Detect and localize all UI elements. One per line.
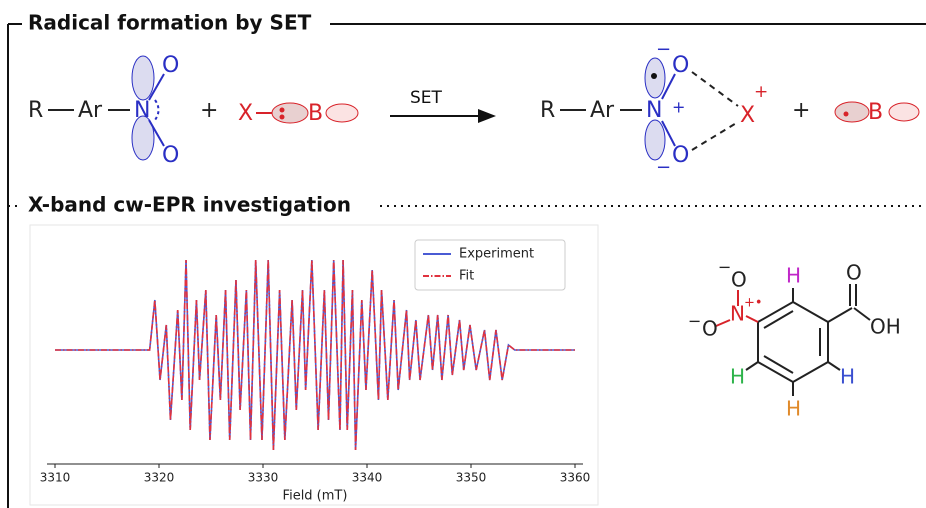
atom: H [730, 365, 745, 389]
x-tick-label: 3350 [456, 471, 487, 485]
molecule-labels: O − N +• O − H O OH H H H [688, 258, 901, 421]
byproduct: B [834, 100, 920, 125]
orbital [131, 115, 155, 161]
chart-frame [29, 224, 599, 506]
arrow-head [478, 109, 496, 123]
orbital [888, 102, 920, 122]
bond [148, 119, 165, 147]
arrow-label: SET [410, 88, 443, 108]
atom: B [868, 100, 883, 125]
atom: O [672, 143, 689, 168]
electron [651, 73, 657, 79]
x-axis-label: Field (mT) [283, 489, 348, 504]
bond [715, 319, 731, 327]
bond [853, 307, 871, 321]
x-tick-label: 3310 [40, 471, 71, 485]
section-heading: X-band cw-EPR investigation [28, 193, 351, 217]
bond [745, 361, 759, 371]
charge: − [656, 39, 671, 60]
legend-label: Experiment [459, 247, 534, 262]
legend-box [414, 239, 566, 291]
electron [843, 111, 849, 117]
charge: − [688, 312, 701, 331]
orbital [325, 103, 359, 123]
bond [148, 73, 165, 101]
atom: OH [870, 315, 901, 339]
product: R Ar N + O O − − X + [540, 39, 768, 178]
x-tick-label: 3320 [144, 471, 175, 485]
x-tick-label: 3360 [560, 471, 591, 485]
charge: + [672, 98, 685, 117]
bond [154, 99, 160, 121]
bond [691, 71, 739, 107]
atom: R [28, 98, 43, 123]
bond [827, 307, 853, 323]
reagent: X B [238, 101, 359, 126]
bond [763, 355, 794, 374]
charge: − [656, 157, 671, 178]
chart: 3310 3320 3330 3340 3350 3360 Field (mT) Experi… [40, 239, 591, 504]
bond [763, 310, 794, 329]
atom: O [672, 53, 689, 78]
atom: H [840, 365, 855, 389]
bond [827, 361, 841, 371]
atom: O [846, 261, 862, 285]
electron [279, 114, 285, 120]
orbital [644, 119, 666, 161]
bond [661, 73, 676, 100]
charge: +• [744, 296, 763, 311]
bond [661, 120, 676, 147]
atom: N [730, 302, 745, 326]
atom: O [702, 317, 718, 341]
reactant: R Ar N O O [28, 53, 179, 168]
ring [757, 300, 829, 384]
bond [691, 121, 739, 151]
atom: O [731, 268, 747, 292]
atom: N [134, 98, 150, 123]
section-heading: Radical formation by SET [28, 11, 312, 35]
plus: + [200, 98, 218, 123]
molecule [715, 284, 871, 396]
atom: B [308, 101, 323, 126]
spectrum-line [55, 259, 575, 451]
plus: + [792, 98, 810, 123]
x-tick-label: 3340 [352, 471, 383, 485]
charge: − [718, 258, 731, 277]
charge: + [754, 82, 768, 102]
atom: R [540, 98, 555, 123]
atom: O [162, 143, 179, 168]
orbital [834, 101, 870, 123]
bond [745, 315, 759, 323]
atom: X [740, 103, 755, 128]
orbital [131, 55, 155, 101]
atom: H [786, 397, 801, 421]
atom: N [646, 98, 662, 123]
legend-label: Fit [459, 269, 474, 284]
atom: Ar [590, 98, 615, 123]
atom: X [238, 101, 253, 126]
atom: H [786, 264, 801, 288]
x-tick-label: 3330 [248, 471, 279, 485]
atom: Ar [78, 98, 103, 123]
orbital [271, 102, 309, 124]
electron [279, 107, 285, 113]
atom: O [162, 53, 179, 78]
